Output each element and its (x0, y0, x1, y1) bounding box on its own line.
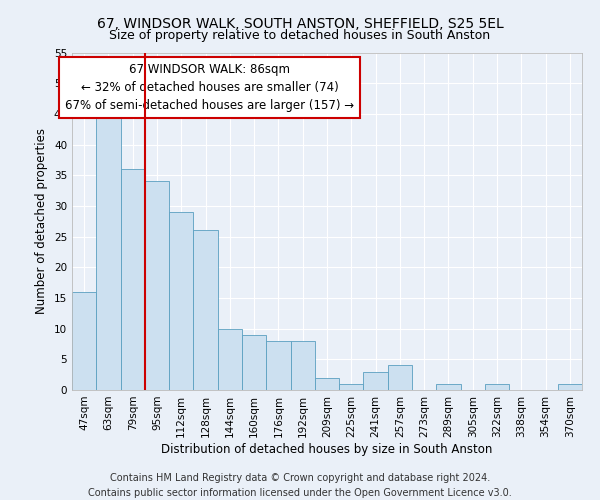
Text: Contains HM Land Registry data © Crown copyright and database right 2024.
Contai: Contains HM Land Registry data © Crown c… (88, 472, 512, 498)
Bar (364, 372, 388, 390)
Bar (193, 230, 218, 390)
Bar (558, 384, 582, 390)
Bar (485, 384, 509, 390)
Text: Size of property relative to detached houses in South Anston: Size of property relative to detached ho… (109, 29, 491, 42)
Bar (121, 169, 145, 390)
Bar (290, 341, 315, 390)
Bar (436, 384, 461, 390)
Bar (315, 378, 339, 390)
Bar (218, 328, 242, 390)
Bar (96, 114, 121, 390)
Y-axis label: Number of detached properties: Number of detached properties (35, 128, 49, 314)
Bar (169, 212, 193, 390)
X-axis label: Distribution of detached houses by size in South Anston: Distribution of detached houses by size … (161, 442, 493, 456)
Text: 67 WINDSOR WALK: 86sqm
← 32% of detached houses are smaller (74)
67% of semi-det: 67 WINDSOR WALK: 86sqm ← 32% of detached… (65, 62, 354, 112)
Bar (339, 384, 364, 390)
Bar (72, 292, 96, 390)
Bar (266, 341, 290, 390)
Bar (242, 335, 266, 390)
Text: 67, WINDSOR WALK, SOUTH ANSTON, SHEFFIELD, S25 5EL: 67, WINDSOR WALK, SOUTH ANSTON, SHEFFIEL… (97, 18, 503, 32)
Bar (388, 366, 412, 390)
Bar (145, 182, 169, 390)
